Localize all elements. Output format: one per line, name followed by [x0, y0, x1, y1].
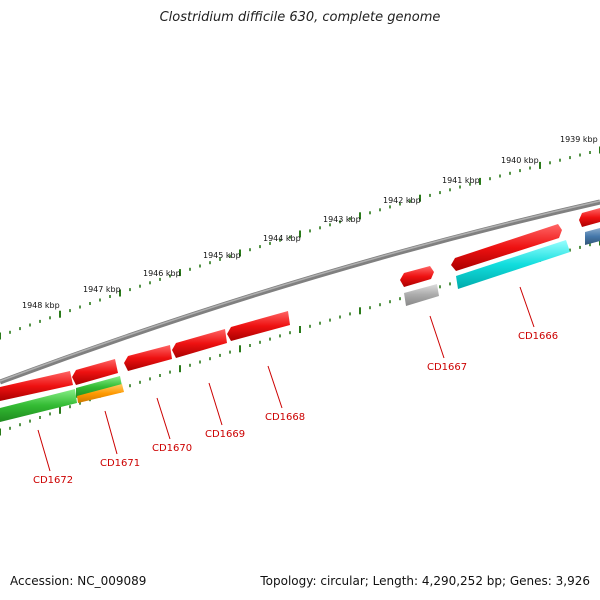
gene-label[interactable]: CD1670: [152, 443, 192, 454]
scale-label: 1946 kbp: [143, 269, 181, 278]
gene-arrow-red[interactable]: [124, 345, 172, 371]
gene-arrow-blue[interactable]: [585, 228, 600, 245]
scale-label: 1941 kbp: [442, 176, 480, 185]
gene-label[interactable]: CD1672: [33, 475, 73, 486]
gene-labels: CD1666 CD1667 CD1668 CD1669 CD1670 CD167…: [33, 331, 558, 486]
scale-label: 1948 kbp: [22, 301, 60, 310]
gene-arrow-gray[interactable]: [404, 284, 439, 306]
scale-labels: 1939 kbp 1940 kbp 1941 kbp 1942 kbp 1943…: [22, 135, 598, 310]
scale-label: 1943 kbp: [323, 215, 361, 224]
gene-label[interactable]: CD1671: [100, 458, 140, 469]
scale-label: 1944 kbp: [263, 234, 301, 243]
gene-arrow-green[interactable]: [76, 376, 122, 398]
genome-summary: Topology: circular; Length: 4,290,252 bp…: [260, 574, 590, 588]
gene-arrow-red[interactable]: [451, 224, 562, 271]
gene-arrow-red[interactable]: [172, 329, 227, 358]
accession-text: Accession: NC_009089: [10, 574, 147, 588]
gene-label[interactable]: CD1667: [427, 362, 467, 373]
scale-label: 1942 kbp: [383, 196, 421, 205]
gene-label[interactable]: CD1669: [205, 429, 245, 440]
gene-arrow-red[interactable]: [400, 266, 434, 287]
gene-track: [0, 208, 600, 422]
genome-backbone: [0, 199, 600, 385]
scale-label: 1940 kbp: [501, 156, 539, 165]
gene-arrow-red[interactable]: [0, 371, 73, 401]
gene-arrow-green[interactable]: [0, 389, 77, 422]
gene-arrow-cyan[interactable]: [456, 240, 570, 289]
gene-label[interactable]: CD1666: [518, 331, 558, 342]
gene-arrow-red[interactable]: [72, 359, 118, 385]
outer-scale: [0, 146, 600, 340]
gene-arrow-red[interactable]: [227, 311, 290, 341]
scale-label: 1945 kbp: [203, 251, 241, 260]
scale-label: 1939 kbp: [560, 135, 598, 144]
scale-label: 1947 kbp: [83, 285, 121, 294]
gene-label[interactable]: CD1668: [265, 412, 305, 423]
label-leaders: [37, 286, 535, 472]
gene-arrow-orange[interactable]: [77, 384, 124, 403]
gene-arrow-red[interactable]: [579, 208, 600, 227]
map-title: Clostridium difficile 630, complete geno…: [159, 10, 441, 25]
genome-backbone-highlight: [0, 200, 600, 382]
